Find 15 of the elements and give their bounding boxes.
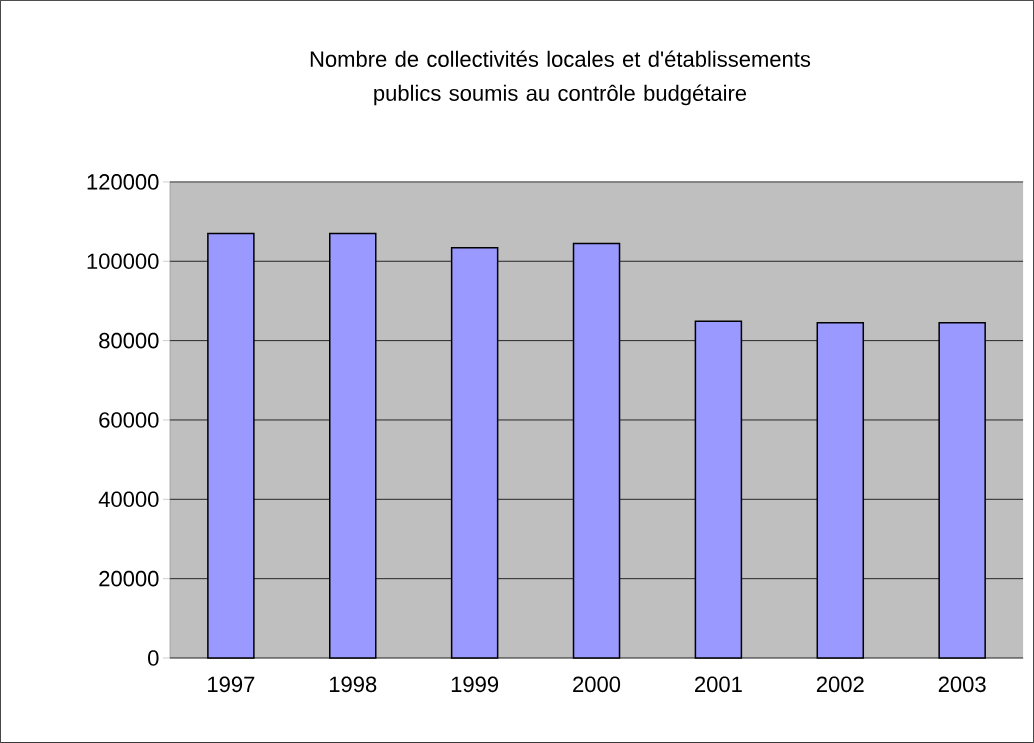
x-tick-label: 2000 (573, 676, 621, 693)
y-tick-label: 40000 (98, 491, 159, 508)
x-tick-label: 2001 (695, 676, 742, 693)
x-tick-label: 1999 (451, 676, 499, 693)
y-tick-label: 60000 (99, 412, 159, 428)
x-tick-label: 1998 (329, 676, 377, 693)
y-tick-label: 80000 (99, 332, 159, 349)
y-tick-label: 0 (148, 650, 159, 666)
y-tick-label: 120000 (87, 174, 159, 190)
x-tick-label: 1997 (208, 676, 255, 693)
x-tick-label: 2002 (816, 676, 864, 693)
y-tick-label: 100000 (87, 253, 159, 270)
x-tick-label: 2003 (938, 676, 986, 693)
y-tick-label: 20000 (99, 570, 159, 587)
chart-title: Nombre de collectivités locales et d'établissements publics soumis au contrôle budgétaire (310, 50, 811, 106)
